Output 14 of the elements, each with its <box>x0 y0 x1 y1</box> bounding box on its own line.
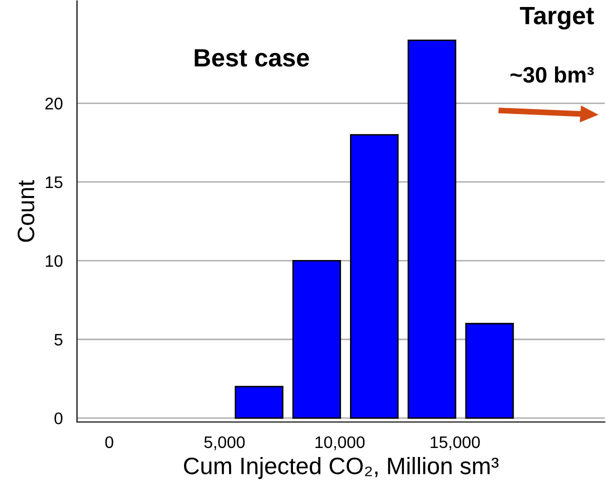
y-tick-label: 15 <box>46 176 62 188</box>
y-tick-label: 10 <box>46 255 62 267</box>
x-tick-label: 15,000 <box>430 436 480 450</box>
annotation: Best case <box>194 49 310 67</box>
y-tick-label: 20 <box>45 98 62 110</box>
x-tick-label: 0 <box>105 436 114 448</box>
y-tick-label: 5 <box>54 334 62 346</box>
y-axis-title: Count <box>18 180 34 242</box>
x-tick-label: 5,000 <box>204 436 245 450</box>
x-tick-label: 10,000 <box>316 436 365 450</box>
annotation: ~30 bm³ <box>510 66 594 83</box>
x-axis-title: Cum Injected CO₂, Million sm³ <box>184 456 499 479</box>
annotation: Target <box>520 6 594 30</box>
y-tick-label: 0 <box>54 412 62 424</box>
